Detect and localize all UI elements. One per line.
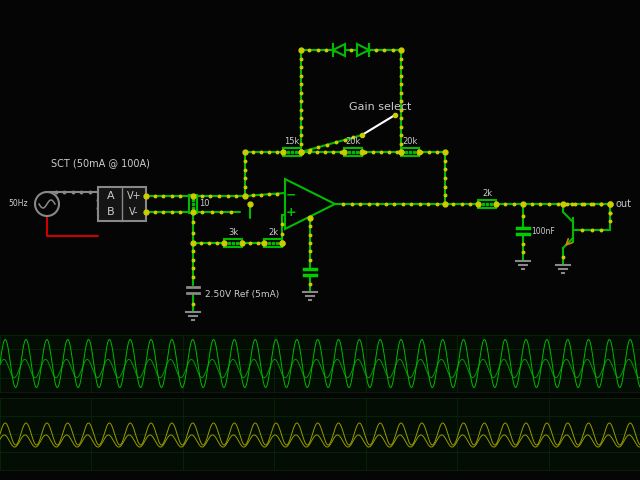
Text: V+: V+ [127,191,141,201]
Text: +: + [285,206,296,219]
Text: 2k: 2k [268,228,278,237]
Text: V-: V- [129,207,139,217]
Bar [189,195,197,213]
Text: B: B [107,207,115,217]
Text: SCT (50mA @ 100A): SCT (50mA @ 100A) [51,158,149,168]
Text: 50Hz: 50Hz [8,200,28,208]
Text: −: − [285,189,296,202]
Polygon shape [285,179,335,229]
Polygon shape [333,44,345,56]
Text: 15k: 15k [284,137,300,146]
Bar [283,148,301,156]
Text: out: out [615,199,631,209]
Bar [478,200,496,208]
Bar [264,239,282,247]
Circle shape [35,192,59,216]
Bar [0,398,640,470]
Text: A: A [107,191,115,201]
Bar [401,148,419,156]
Text: 2k: 2k [482,189,492,198]
Text: 20k: 20k [346,137,361,146]
Bar [224,239,242,247]
Text: 10: 10 [199,200,209,208]
Bar [0,335,640,392]
Bar [344,148,362,156]
Text: Gain select: Gain select [349,102,411,112]
Text: 2.50V Ref (5mA): 2.50V Ref (5mA) [205,289,279,299]
Bar [98,187,146,221]
Polygon shape [357,44,369,56]
Text: 3k: 3k [228,228,238,237]
Text: 100nF: 100nF [531,227,555,236]
Text: 20k: 20k [403,137,418,146]
